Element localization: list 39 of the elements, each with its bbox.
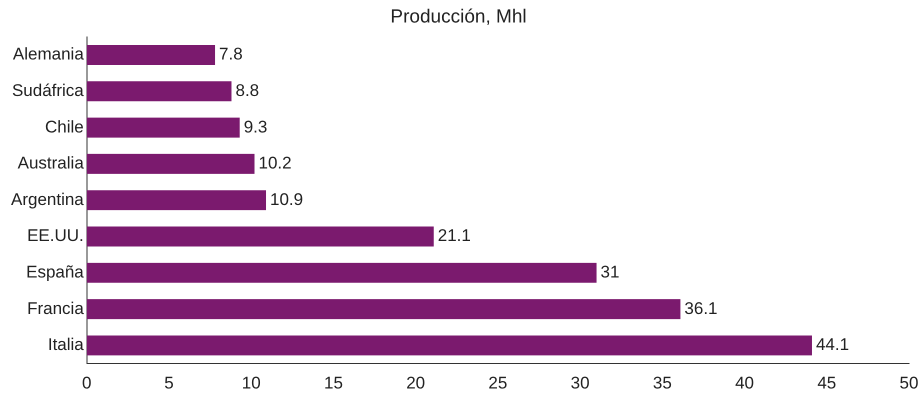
x-tick-label: 30 <box>570 373 590 392</box>
x-tick-label: 40 <box>735 373 754 392</box>
bar <box>86 262 597 283</box>
data-label: 8.8 <box>235 80 260 100</box>
data-label: 10.9 <box>270 190 304 209</box>
y-tick-label: Argentina <box>10 190 84 209</box>
bar <box>86 299 680 320</box>
data-label: 7.8 <box>219 44 243 64</box>
x-tick-label: 25 <box>488 373 508 392</box>
bar <box>86 44 216 65</box>
x-tick-label: 10 <box>242 373 261 392</box>
bar <box>86 154 255 174</box>
bar <box>86 118 240 138</box>
y-tick-label: España <box>26 262 84 282</box>
bar <box>86 190 266 210</box>
y-tick-label: Alemania <box>12 44 84 64</box>
bar <box>86 226 434 246</box>
bar <box>86 81 232 102</box>
y-tick-label: Chile <box>45 117 84 136</box>
bar <box>86 335 812 356</box>
x-tick-label: 35 <box>652 373 672 392</box>
y-tick-label: Australia <box>18 154 84 173</box>
data-label: 21.1 <box>438 226 471 246</box>
x-tick-label: 5 <box>164 373 174 392</box>
y-tick-label: Italia <box>48 335 84 354</box>
x-tick-label: 15 <box>324 373 343 392</box>
y-tick-label: Sudáfrica <box>12 80 84 100</box>
data-label: 44.1 <box>816 335 850 354</box>
data-label: 9.3 <box>244 117 268 136</box>
x-tick-label: 45 <box>817 373 836 392</box>
y-tick-label: Francia <box>27 298 84 318</box>
x-tick-label: 20 <box>406 373 426 392</box>
y-tick-label: EE.UU. <box>27 226 84 246</box>
chart-title: Producción, Mhl <box>390 6 527 28</box>
data-label: 31 <box>600 262 620 282</box>
x-tick-label: 50 <box>900 373 918 392</box>
x-tick-label: 0 <box>82 373 92 392</box>
data-label: 36.1 <box>684 298 718 318</box>
data-label: 10.2 <box>258 154 292 173</box>
